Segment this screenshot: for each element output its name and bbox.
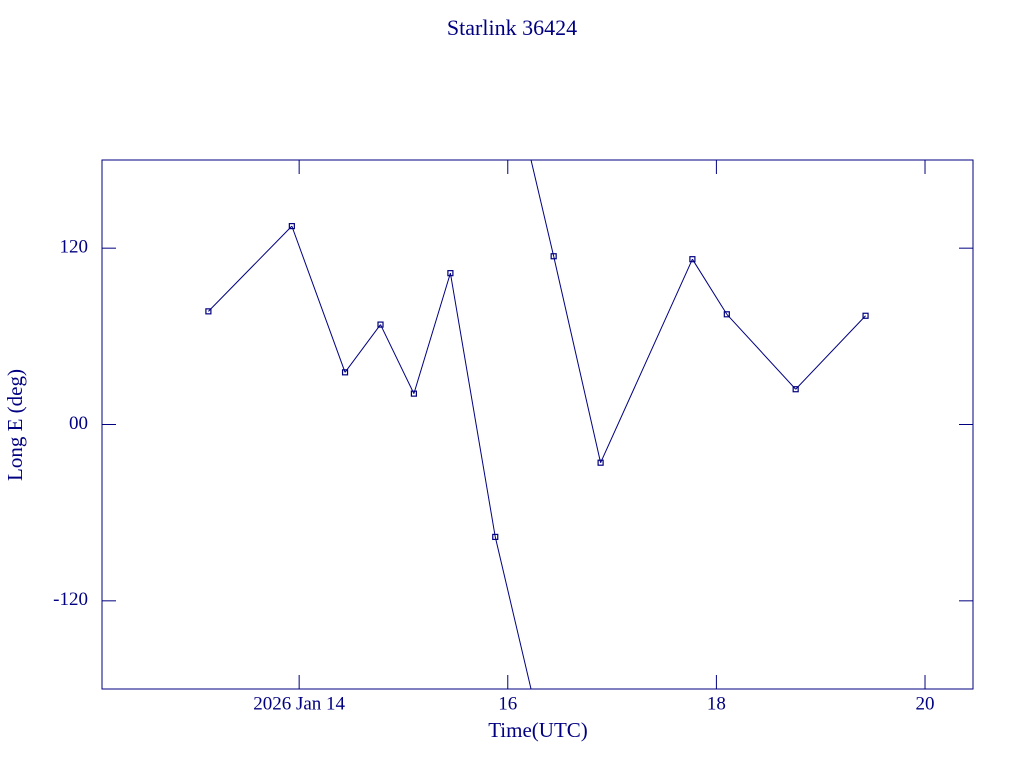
- data-point: [550, 253, 557, 260]
- line-segment: [344, 324, 381, 373]
- line-segment: [208, 225, 293, 312]
- y-tick-label: -120: [53, 589, 88, 610]
- x-tick-label: 2026 Jan 14: [253, 693, 345, 714]
- data-point: [723, 311, 730, 318]
- chart-title: Starlink 36424: [447, 15, 577, 40]
- data-point: [447, 270, 454, 277]
- line-segment: [380, 324, 415, 394]
- data-point: [492, 533, 499, 541]
- data-point: [597, 459, 604, 466]
- line-segment: [530, 160, 555, 257]
- x-tick-label: 16: [498, 693, 517, 714]
- data-point: [792, 386, 799, 393]
- line-segment: [413, 273, 451, 394]
- data-point: [689, 256, 696, 263]
- data-point: [410, 390, 417, 397]
- y-tick-label: 120: [60, 237, 89, 258]
- y-axis-label: Long E (deg): [3, 369, 27, 481]
- line-segment: [553, 256, 602, 463]
- line-segment: [291, 225, 346, 373]
- data-point: [341, 369, 349, 376]
- x-tick-label: 18: [707, 693, 726, 714]
- line-segment: [691, 258, 728, 315]
- plot-frame: [101, 159, 974, 690]
- data-point: [377, 321, 384, 328]
- line-segment: [449, 273, 496, 537]
- y-tick-label: 00: [69, 413, 88, 434]
- data-point: [288, 223, 295, 230]
- data-point: [862, 312, 869, 319]
- line-segment: [600, 258, 693, 463]
- plot-area: [205, 160, 869, 689]
- line-segment: [726, 313, 797, 390]
- data-point: [205, 308, 212, 315]
- line-segment: [795, 315, 866, 390]
- x-axis-label: Time(UTC): [488, 718, 588, 742]
- line-segment: [494, 536, 532, 689]
- x-tick-label: 20: [916, 693, 935, 714]
